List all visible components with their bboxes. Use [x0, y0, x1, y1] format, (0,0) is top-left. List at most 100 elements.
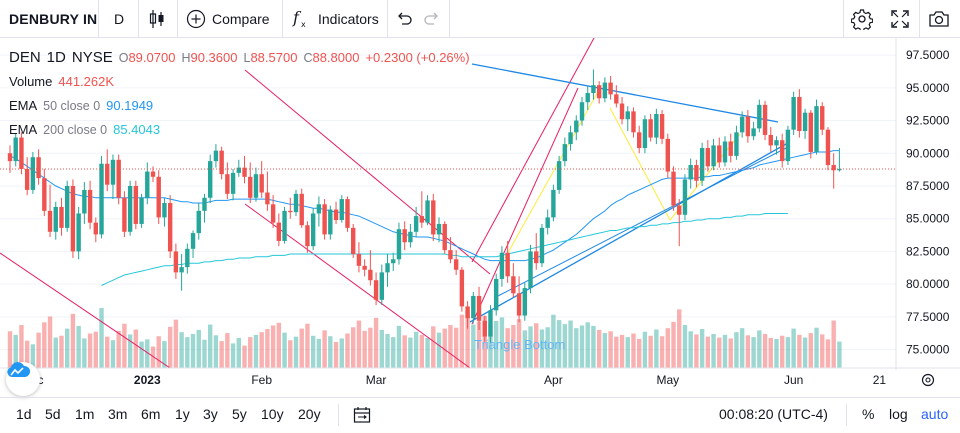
- candle: [391, 252, 396, 272]
- candle-body: [711, 145, 716, 167]
- volume-bar: [127, 334, 133, 368]
- tradingview-logo[interactable]: [6, 362, 40, 396]
- settings-button[interactable]: [851, 0, 873, 38]
- candle-body: [682, 179, 688, 215]
- auto-scale-toggle[interactable]: auto: [921, 406, 949, 422]
- volume-bar: [465, 310, 470, 368]
- volume-bar: [705, 336, 711, 368]
- goto-date-button[interactable]: [353, 406, 371, 427]
- undo-button[interactable]: [396, 0, 412, 38]
- range-1d[interactable]: 1d: [16, 406, 32, 422]
- legend-ticker[interactable]: DEN: [9, 49, 41, 66]
- fullscreen-button[interactable]: [890, 0, 910, 38]
- volume-bar: [768, 338, 773, 368]
- candle: [511, 263, 516, 298]
- range-3y[interactable]: 3y: [203, 406, 218, 422]
- volume-bar: [814, 327, 819, 368]
- volume-bar: [785, 337, 791, 368]
- candle-body: [556, 161, 562, 190]
- chart-type-button[interactable]: [148, 0, 168, 38]
- candle: [505, 240, 510, 283]
- candle: [774, 136, 779, 155]
- snapshot-button[interactable]: [928, 0, 950, 38]
- volume-bar: [167, 326, 173, 368]
- candle: [248, 162, 253, 203]
- candle: [293, 189, 299, 217]
- indicators-label: Indicators: [318, 11, 379, 27]
- candle-body: [614, 94, 619, 104]
- candle-body: [139, 197, 144, 224]
- range-5d[interactable]: 5d: [45, 406, 61, 422]
- timezone-clock[interactable]: 00:08:20 (UTC-4): [719, 406, 828, 422]
- volume-bar: [448, 325, 453, 368]
- chart-canvas[interactable]: 88.8000 Triangle Bottom 97.5000 95.0000 92.…: [0, 38, 960, 397]
- candle: [316, 196, 322, 227]
- range-3m[interactable]: 3m: [108, 406, 128, 422]
- candle: [76, 206, 81, 260]
- range-20y[interactable]: 20y: [298, 406, 321, 422]
- candle-body: [59, 206, 64, 228]
- volume-legend[interactable]: Volume 441.262K: [9, 70, 470, 94]
- candle: [705, 140, 711, 172]
- indicators-button[interactable]: f x Indicators: [292, 0, 379, 38]
- candle: [310, 208, 316, 251]
- volume-bar: [236, 338, 241, 368]
- volume-bar: [190, 333, 196, 368]
- candle: [539, 223, 545, 268]
- candle: [837, 148, 842, 172]
- volume-bar: [145, 339, 150, 368]
- fullscreen-icon: [891, 10, 909, 28]
- candle: [259, 161, 264, 198]
- candle-body: [208, 161, 213, 198]
- log-scale-toggle[interactable]: log: [889, 406, 908, 422]
- redo-button[interactable]: [424, 0, 440, 38]
- candle: [436, 217, 442, 243]
- compare-button[interactable]: Compare: [186, 0, 270, 38]
- candle: [122, 191, 127, 238]
- price-axis: [896, 38, 960, 370]
- ema50-legend[interactable]: EMA 50 close 0 90.1949: [9, 94, 470, 118]
- candle: [574, 115, 579, 141]
- candle: [780, 133, 785, 168]
- ema200-legend[interactable]: EMA 200 close 0 85.4043: [9, 118, 470, 142]
- candle: [453, 250, 459, 275]
- candle: [356, 242, 362, 273]
- volume-bar: [322, 330, 327, 368]
- candle: [499, 246, 505, 287]
- percent-scale-toggle[interactable]: %: [862, 406, 875, 422]
- candle-body: [145, 171, 150, 198]
- legend-open: O 89.0700: [119, 46, 176, 70]
- volume-bar: [385, 333, 390, 368]
- candle-body: [333, 209, 339, 221]
- range-1m[interactable]: 1m: [75, 406, 95, 422]
- volume-bar: [820, 334, 825, 368]
- range-1y[interactable]: 1y: [175, 406, 190, 422]
- candle-body: [814, 106, 819, 152]
- symbol-search[interactable]: DENBURY IN: [9, 11, 98, 27]
- volume-bar: [442, 328, 447, 368]
- range-5y[interactable]: 5y: [232, 406, 247, 422]
- candle-body: [276, 222, 282, 241]
- high-label: H: [181, 51, 191, 65]
- volume-bar: [505, 328, 510, 368]
- volume-bar: [808, 333, 813, 368]
- price-chart[interactable]: 88.8000 Triangle Bottom 97.5000 95.0000 92.…: [0, 38, 960, 397]
- candle-body: [282, 210, 287, 241]
- candle-body: [579, 102, 585, 121]
- volume-bar: [173, 319, 179, 368]
- candle-body: [7, 153, 13, 162]
- interval-button[interactable]: D: [114, 11, 125, 27]
- compare-label: Compare: [212, 11, 270, 27]
- candle: [396, 222, 402, 265]
- volume-bar: [579, 325, 585, 368]
- volume-bar: [619, 334, 625, 368]
- toolbar-divider: [98, 0, 99, 38]
- range-10y[interactable]: 10y: [261, 406, 284, 422]
- candle: [59, 197, 64, 236]
- candle-body: [671, 171, 676, 206]
- volume-bar: [253, 334, 259, 368]
- candle: [219, 146, 224, 180]
- candle: [568, 125, 573, 151]
- candle-body: [808, 112, 813, 152]
- range-6m[interactable]: 6m: [141, 406, 161, 422]
